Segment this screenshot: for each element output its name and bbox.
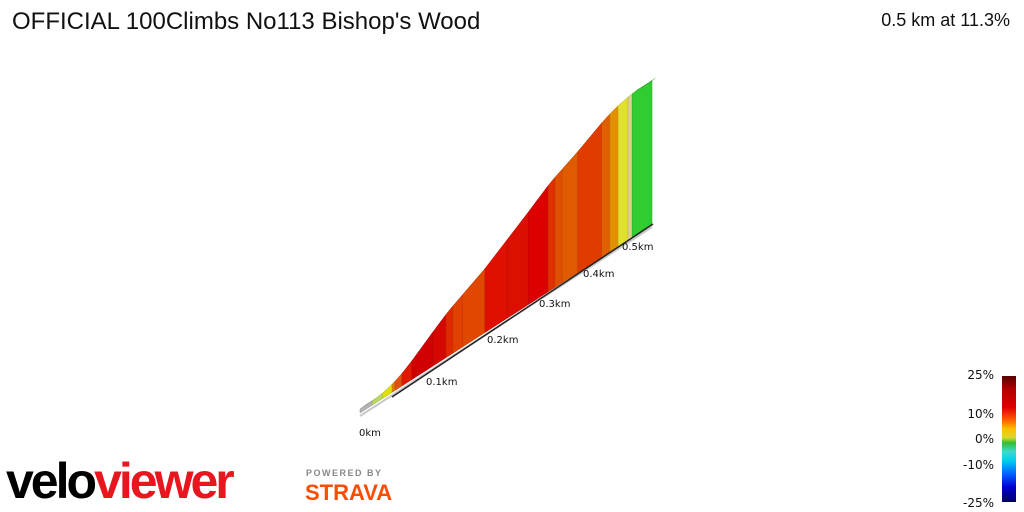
tick-label-5: 0.5km — [622, 242, 653, 253]
legend-label-25: 25% — [967, 368, 994, 382]
segment-15 — [554, 168, 563, 288]
tick-label-0: 0km — [359, 428, 381, 439]
segment-9 — [452, 293, 464, 354]
veloviewer-logo: veloviewer — [6, 452, 235, 510]
distance-axis — [391, 223, 654, 398]
segment-3 — [391, 380, 396, 393]
segment-13 — [527, 184, 549, 306]
strava-logo: STRAVA — [305, 480, 393, 505]
legend-label-neg25: -25% — [962, 496, 994, 510]
powered-by-label: POWERED BY — [306, 468, 383, 478]
logo-velo: velo — [6, 453, 97, 509]
climb-title: OFFICIAL 100Climbs No113 Bishop's Wood — [12, 8, 481, 35]
segment-16 — [561, 150, 579, 284]
climb-summary: 0.5 km at 11.3% — [881, 10, 1010, 30]
tick-label-4: 0.4km — [583, 269, 614, 280]
tick-label-2: 0.2km — [487, 335, 518, 346]
segment-12 — [506, 211, 529, 319]
segment-17 — [577, 122, 603, 274]
segment-8 — [445, 305, 454, 359]
segment-18 — [601, 113, 611, 258]
legend-label-neg10: -10% — [962, 458, 994, 472]
gradient-color-scale — [1002, 376, 1016, 502]
legend-label-10: 10% — [967, 407, 994, 421]
segment-11 — [484, 238, 508, 333]
tick-label-1: 0.1km — [426, 377, 457, 388]
segment-19 — [609, 105, 619, 253]
tick-label-3: 0.3km — [539, 299, 570, 310]
logo-viewer: viewer — [94, 453, 235, 509]
segment-22 — [631, 80, 653, 239]
segment-7 — [432, 313, 447, 367]
segment-14 — [547, 176, 556, 293]
segment-21 — [627, 93, 633, 241]
segment-10 — [462, 267, 486, 348]
legend-label-0: 0% — [974, 432, 994, 446]
segment-4 — [394, 372, 403, 391]
segment-20 — [617, 96, 629, 248]
